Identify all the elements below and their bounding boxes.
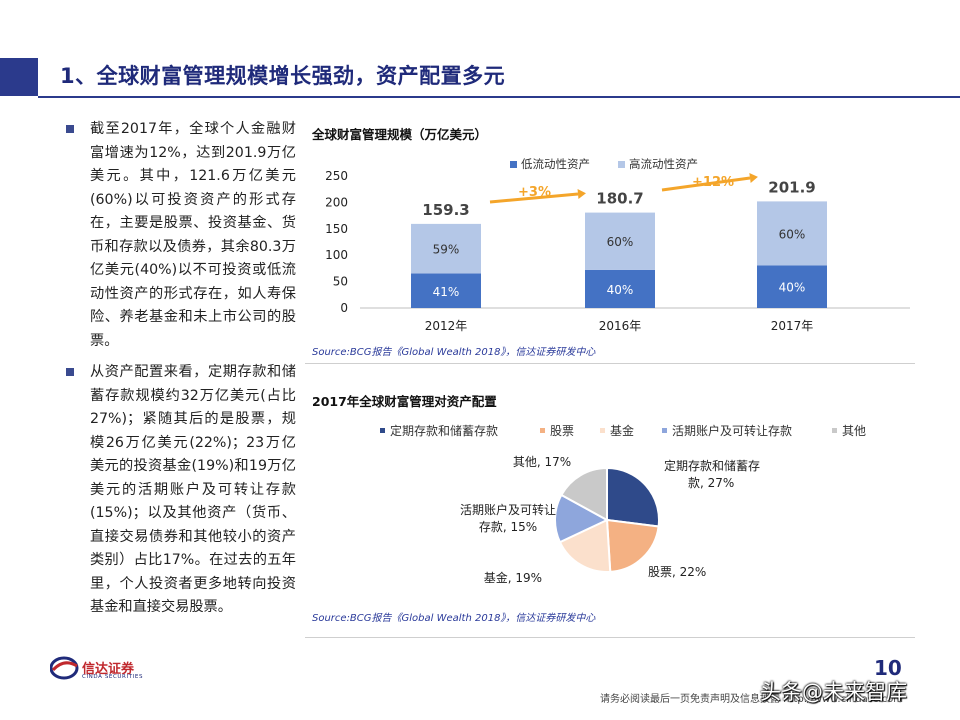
pie-slice xyxy=(560,466,608,522)
legend-swatch xyxy=(540,428,545,433)
x-tick-label: 2016年 xyxy=(599,319,642,333)
bar-segment xyxy=(411,273,481,308)
y-tick-label: 200 xyxy=(325,195,348,209)
growth-arrow-shaft xyxy=(489,192,579,204)
bullet-text-1: 截至2017年，全球个人金融财富增速为12%，达到201.9万亿美元。其中，12… xyxy=(90,121,296,349)
logo-subtitle: CINDA SECURITIES xyxy=(82,674,144,680)
bar-chart-source: Source:BCG报告《Global Wealth 2018》，信达证券研发中… xyxy=(312,347,596,358)
pie-slice-label: 基金, 19% xyxy=(484,570,542,585)
x-tick-label: 2012年 xyxy=(425,319,468,333)
bar-segment-label: 59% xyxy=(433,243,460,257)
logo-mark-icon xyxy=(50,656,79,680)
bullet-text-2: 从资产配置来看，定期存款和储蓄存款规模约32万亿美元(占比27%)；紧随其后的是… xyxy=(90,364,296,615)
legend-label: 低流动性资产 xyxy=(521,157,590,171)
disclaimer-text: 请务必阅读最后一页免责声明及信息披露 http://www.cindasc.co… xyxy=(600,694,903,705)
watermark: 头条@未来智库 xyxy=(760,680,907,704)
pie-chart-source: Source:BCG报告《Global Wealth 2018》，信达证券研发中… xyxy=(312,613,596,624)
logo-name: 信达证券 xyxy=(82,662,135,677)
company-logo: 信达证券 CINDA SECURITIES xyxy=(50,656,170,682)
growth-arrow-shaft xyxy=(661,176,751,192)
pie-slice-label: 其他, 17% xyxy=(513,455,571,469)
title-accent-block xyxy=(0,58,38,96)
y-tick-label: 0 xyxy=(340,301,348,315)
legend-swatch xyxy=(600,428,605,433)
bullet-square-icon xyxy=(66,125,74,133)
bar-segment xyxy=(757,265,827,308)
bar-total-label: 201.9 xyxy=(768,178,815,196)
y-tick-label: 100 xyxy=(325,248,348,262)
growth-arrow-head xyxy=(749,173,758,183)
pie-slice-label: 活期账户及可转让 xyxy=(460,502,556,517)
legend-swatch xyxy=(380,428,385,433)
page-number: 10 xyxy=(874,656,902,680)
bar-total-label: 180.7 xyxy=(596,190,643,208)
growth-label: +12% xyxy=(692,175,734,190)
y-tick-label: 50 xyxy=(333,275,348,289)
bar-segment xyxy=(585,212,655,270)
summary-text: 截至2017年，全球个人金融财富增速为12%，达到201.9万亿美元。其中，12… xyxy=(64,118,296,628)
pie-slice xyxy=(605,518,660,573)
y-tick-label: 250 xyxy=(325,169,348,183)
pie-slice-label: 定期存款和储蓄存 xyxy=(664,458,760,473)
legend-label: 基金 xyxy=(610,423,634,438)
bar-segment xyxy=(411,223,481,274)
bar-segment xyxy=(585,269,655,308)
pie-slice-label: 存款, 15% xyxy=(479,520,537,534)
title-divider xyxy=(38,96,960,98)
pie-slice-label: 股票, 22% xyxy=(648,565,706,579)
legend-label: 其他 xyxy=(842,424,866,438)
legend-swatch xyxy=(618,161,625,168)
bar-chart-title: 全球财富管理规模（万亿美元） xyxy=(312,127,488,142)
bar-segment-label: 41% xyxy=(433,285,460,299)
legend-label: 活期账户及可转让存款 xyxy=(672,423,792,438)
bullet-item-1: 截至2017年，全球个人金融财富增速为12%，达到201.9万亿美元。其中，12… xyxy=(64,118,296,353)
pie-slice xyxy=(558,518,612,573)
growth-label: +3% xyxy=(518,185,551,200)
bar-segment-label: 60% xyxy=(607,235,634,249)
y-tick-label: 150 xyxy=(325,222,348,236)
legend-swatch xyxy=(510,161,517,168)
growth-arrow-head xyxy=(577,189,586,199)
bar-segment-label: 40% xyxy=(607,283,634,297)
x-tick-label: 2017年 xyxy=(771,319,814,333)
bar-segment-label: 60% xyxy=(779,227,806,241)
legend-swatch xyxy=(662,428,667,433)
bar-segment-label: 40% xyxy=(779,281,806,295)
legend-swatch xyxy=(832,428,837,433)
legend-label: 股票 xyxy=(550,424,574,438)
bar-segment xyxy=(757,201,827,266)
page-title: 1、全球财富管理规模增长强劲，资产配置多元 xyxy=(60,64,506,88)
bar-total-label: 159.3 xyxy=(422,201,469,219)
bullet-item-2: 从资产配置来看，定期存款和储蓄存款规模约32万亿美元(占比27%)；紧随其后的是… xyxy=(64,361,296,620)
pie-slice-label: 款, 27% xyxy=(688,476,734,490)
section-divider xyxy=(305,637,915,638)
pie-slice xyxy=(606,466,660,528)
section-divider xyxy=(305,363,915,364)
bullet-square-icon xyxy=(66,368,74,376)
legend-label: 高流动性资产 xyxy=(629,157,698,171)
legend-label: 定期存款和储蓄存款 xyxy=(390,423,498,438)
pie-chart-title: 2017年全球财富管理对资产配置 xyxy=(312,394,497,409)
bar-chart: 250 200 150 100 50 0 低流动性资产 高流动性资产 41% 59% 159.3 20… xyxy=(325,157,910,333)
